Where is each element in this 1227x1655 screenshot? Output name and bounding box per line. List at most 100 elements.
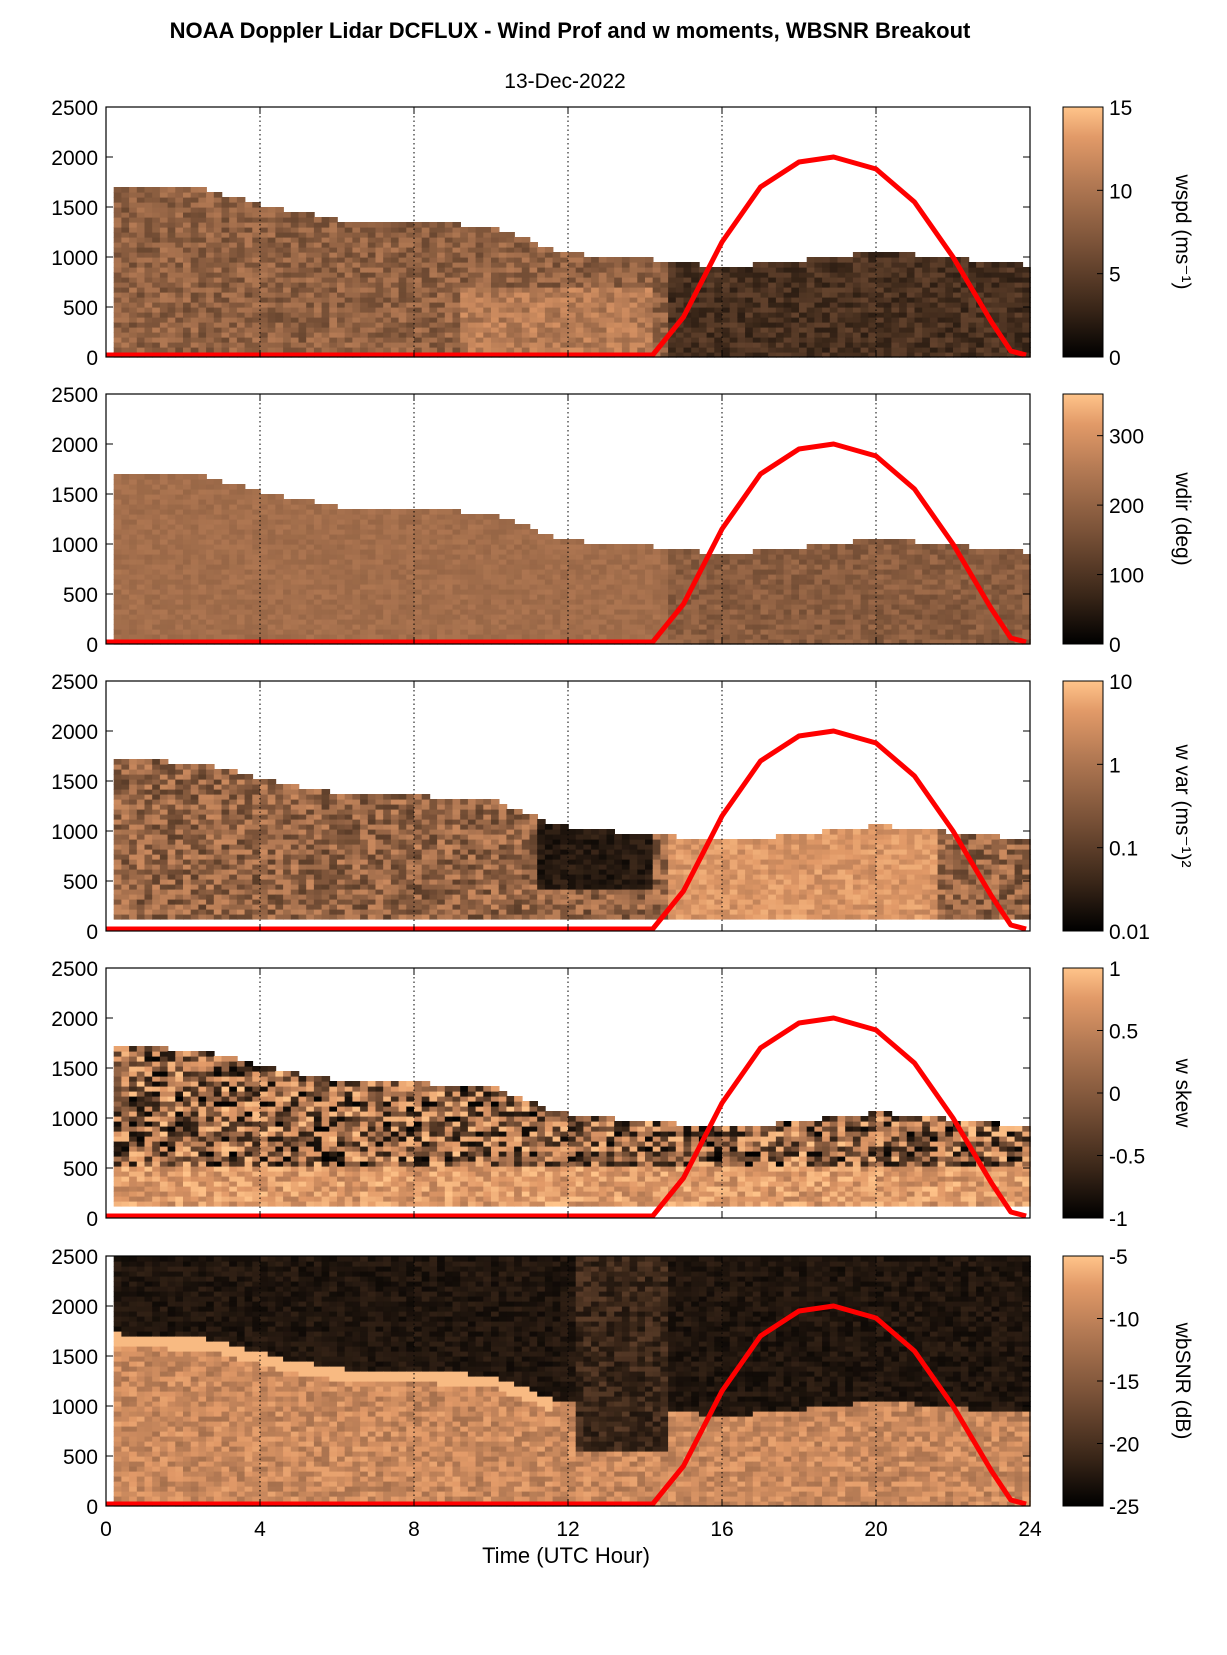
heatmap-cell bbox=[514, 292, 523, 298]
heatmap-cell bbox=[668, 267, 677, 273]
heatmap-cell bbox=[598, 307, 608, 313]
heatmap-cell bbox=[591, 332, 600, 338]
heatmap-cell bbox=[337, 247, 346, 253]
heatmap-cell bbox=[360, 227, 369, 233]
heatmap-cell bbox=[337, 262, 346, 268]
heatmap-cell bbox=[260, 504, 269, 510]
heatmap-cell bbox=[483, 539, 492, 545]
heatmap-cell bbox=[313, 504, 323, 510]
heatmap-cell bbox=[152, 634, 161, 640]
heatmap-cell bbox=[175, 332, 184, 338]
heatmap-cell bbox=[229, 569, 238, 575]
heatmap-cell bbox=[121, 252, 130, 258]
heatmap-cell bbox=[544, 327, 554, 333]
heatmap-cell bbox=[583, 584, 592, 590]
heatmap-cell bbox=[244, 257, 254, 263]
heatmap-cell bbox=[475, 614, 485, 620]
heatmap-cell bbox=[991, 312, 1000, 318]
heatmap-cell bbox=[244, 629, 254, 635]
heatmap-cell bbox=[144, 212, 153, 218]
heatmap-cell bbox=[929, 272, 939, 278]
heatmap-cell bbox=[637, 277, 646, 283]
heatmap-cell bbox=[244, 252, 254, 258]
heatmap-cell bbox=[121, 337, 130, 343]
heatmap-cell bbox=[398, 317, 408, 323]
heatmap-cell bbox=[675, 297, 685, 303]
heatmap-cell bbox=[714, 584, 723, 590]
heatmap-cell bbox=[983, 302, 993, 308]
heatmap-cell bbox=[514, 307, 523, 313]
heatmap-cell bbox=[791, 317, 800, 323]
heatmap-cell bbox=[167, 307, 177, 313]
heatmap-cell bbox=[606, 569, 615, 575]
heatmap-cell bbox=[552, 544, 562, 550]
heatmap-cell bbox=[337, 222, 346, 228]
heatmap-cell bbox=[183, 479, 192, 485]
heatmap-cell bbox=[783, 317, 793, 323]
heatmap-cell bbox=[344, 312, 354, 318]
heatmap-cell bbox=[560, 277, 569, 283]
heatmap-cell bbox=[529, 257, 538, 263]
heatmap-cell bbox=[437, 529, 446, 535]
heatmap-cell bbox=[544, 297, 554, 303]
heatmap-cell bbox=[637, 594, 646, 600]
heatmap-cell bbox=[914, 337, 923, 343]
heatmap-cell bbox=[260, 292, 269, 298]
heatmap-cell bbox=[537, 317, 546, 323]
heatmap-cell bbox=[121, 327, 130, 333]
heatmap-cell bbox=[637, 322, 646, 328]
heatmap-cell bbox=[775, 272, 785, 278]
heatmap-cell bbox=[768, 282, 777, 288]
heatmap-cell bbox=[383, 252, 392, 258]
heatmap-cell bbox=[414, 247, 423, 253]
heatmap-cell bbox=[645, 322, 654, 328]
heatmap-cell bbox=[113, 489, 123, 495]
heatmap-cell bbox=[475, 579, 485, 585]
heatmap-cell bbox=[221, 207, 230, 213]
heatmap-cell bbox=[883, 347, 893, 353]
heatmap-cell bbox=[491, 549, 500, 555]
heatmap-cell bbox=[483, 554, 492, 560]
heatmap-cell bbox=[421, 337, 431, 343]
heatmap-cell bbox=[953, 272, 962, 278]
heatmap-cell bbox=[414, 584, 423, 590]
heatmap-cell bbox=[529, 539, 538, 545]
heatmap-cell bbox=[206, 312, 215, 318]
heatmap-cell bbox=[814, 337, 823, 343]
heatmap-cell bbox=[298, 559, 307, 565]
heatmap-cell bbox=[313, 322, 323, 328]
heatmap-cell bbox=[267, 262, 277, 268]
heatmap-cell bbox=[229, 242, 238, 248]
heatmap-cell bbox=[129, 599, 138, 605]
heatmap-cell bbox=[344, 347, 354, 353]
heatmap-cell bbox=[198, 222, 207, 228]
heatmap-cell bbox=[198, 217, 207, 223]
heatmap-cell bbox=[498, 302, 508, 308]
heatmap-cell bbox=[390, 247, 400, 253]
heatmap-cell bbox=[968, 312, 977, 318]
heatmap-cell bbox=[113, 484, 123, 490]
heatmap-cell bbox=[444, 629, 454, 635]
heatmap-cell bbox=[560, 302, 569, 308]
heatmap-cell bbox=[144, 332, 153, 338]
heatmap-cell bbox=[337, 554, 346, 560]
heatmap-cell bbox=[606, 604, 615, 610]
heatmap-cell bbox=[806, 317, 816, 323]
heatmap-cell bbox=[1022, 302, 1031, 308]
heatmap-cell bbox=[637, 312, 646, 318]
heatmap-cell bbox=[806, 287, 816, 293]
heatmap-cell bbox=[560, 327, 569, 333]
heatmap-cell bbox=[645, 599, 654, 605]
heatmap-cell bbox=[1022, 327, 1031, 333]
heatmap-cell bbox=[390, 554, 400, 560]
heatmap-cell bbox=[814, 332, 823, 338]
heatmap-cell bbox=[606, 579, 615, 585]
heatmap-cell bbox=[629, 287, 639, 293]
heatmap-cell bbox=[121, 564, 130, 570]
heatmap-cell bbox=[213, 227, 223, 233]
heatmap-cell bbox=[383, 262, 392, 268]
heatmap-cell bbox=[652, 302, 662, 308]
heatmap-cell bbox=[236, 614, 246, 620]
heatmap-cell bbox=[829, 347, 839, 353]
heatmap-cell bbox=[691, 609, 700, 615]
